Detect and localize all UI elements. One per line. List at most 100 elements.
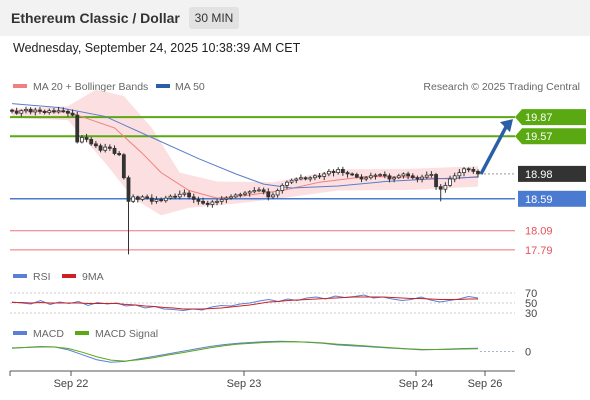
candle-body (308, 177, 313, 180)
ma20-legend-label: MA 20 + Bollinger Bands (33, 81, 148, 93)
macd-signal-legend-label: MACD Signal (95, 328, 158, 340)
forecast-arrow-head (500, 119, 513, 133)
candle-body (149, 197, 154, 202)
x-tick-label: Sep 26 (468, 378, 503, 390)
credit-label: Research © 2025 Trading Central (423, 81, 580, 93)
candle-body (103, 146, 108, 151)
x-axis: Sep 22 Sep 23 Sep 24 Sep 26 (9, 371, 503, 390)
bollinger-band (12, 89, 478, 216)
level-tag-19.87 (515, 109, 586, 126)
candle-body (205, 202, 210, 205)
candle-body (33, 109, 38, 113)
chart-title: Ethereum Classic / Dollar (11, 10, 180, 26)
level-tag-18.98 (518, 165, 586, 182)
candle-body (19, 110, 24, 114)
candle-body (93, 143, 98, 147)
candle-body (471, 169, 476, 172)
candle-body (126, 177, 131, 202)
ma50-legend-label: MA 50 (175, 81, 205, 93)
candle-body (66, 110, 70, 114)
candle-body (168, 195, 173, 199)
candle-body (336, 169, 341, 174)
candle-body (257, 189, 261, 192)
candle-body (219, 199, 224, 202)
candle-body (326, 170, 331, 175)
candle-body (280, 184, 285, 191)
candle-body (252, 190, 257, 193)
candle-body (107, 146, 112, 149)
candle-body (42, 110, 47, 113)
candle-body (443, 184, 448, 190)
candle-body (420, 176, 424, 180)
candle-body (415, 177, 420, 180)
candle-body (61, 110, 66, 113)
candle-body (271, 194, 275, 198)
candle-body (299, 177, 303, 180)
level-label-18.59: 18.59 (525, 194, 553, 206)
candle-body (266, 191, 271, 198)
candle-body (424, 174, 429, 178)
candle-body (261, 189, 266, 193)
candle-body (121, 154, 126, 179)
candle-body (14, 110, 19, 114)
candle-body (285, 181, 289, 186)
candle-body (387, 175, 392, 180)
candle-body (438, 186, 443, 190)
candle-body (10, 109, 14, 112)
candle-body (229, 196, 233, 199)
candle-body (201, 200, 205, 204)
macd-signal-line (11, 341, 479, 362)
candle-body (89, 139, 94, 145)
candle-body (457, 172, 462, 177)
candle-body (80, 137, 84, 143)
candle-body (98, 145, 103, 151)
rsi-ma-legend-swatch (62, 274, 76, 278)
x-tick-label: Sep 22 (54, 378, 89, 390)
candle-body (145, 196, 150, 199)
candle-body (364, 177, 369, 180)
candle-body (373, 174, 378, 177)
candle-body (340, 169, 345, 174)
candle-body (354, 174, 359, 178)
datetime-label: Wednesday, September 24, 2025 10:38:39 A… (13, 41, 301, 55)
candle-body (396, 175, 401, 179)
candle-body (331, 170, 336, 174)
level-label-19.87: 19.87 (525, 112, 553, 124)
header-bar: Ethereum Classic / Dollar 30 MIN (0, 0, 590, 36)
level-label-18.98: 18.98 (525, 169, 553, 181)
level-tag-19.57 (515, 128, 586, 145)
rsi-legend-swatch (13, 274, 27, 278)
timeframe-badge[interactable]: 30 MIN (189, 7, 239, 29)
x-tick-label: Sep 24 (399, 378, 434, 390)
candle-body (434, 174, 438, 188)
rsi-tick-label: 70 (525, 288, 537, 300)
candle-body (215, 200, 219, 203)
macd-tick-label: 0 (525, 347, 531, 359)
candle-body (140, 196, 145, 200)
candle-body (406, 173, 411, 177)
price-panel: 19.87 19.57 18.98 18.59 18.09 17.79 (10, 89, 586, 257)
candle-body (24, 109, 28, 112)
candle-body (448, 178, 452, 186)
level-label-17.79: 17.79 (525, 245, 553, 257)
candle-body (317, 175, 322, 178)
candle-body (233, 194, 238, 198)
forecast-arrow-shaft (479, 124, 509, 175)
candle-body (38, 109, 42, 112)
candle-body (382, 174, 387, 177)
candle-body (154, 199, 159, 202)
candle-body (378, 174, 383, 176)
candle-body (47, 110, 52, 114)
macd-signal-legend-swatch (75, 331, 89, 335)
candle-body (452, 175, 457, 180)
candle-body (462, 168, 466, 174)
candle-body (322, 173, 327, 177)
candle-body (303, 177, 308, 180)
candle-body (476, 170, 480, 175)
candle-body (159, 199, 164, 202)
rsi-ma-legend-label: 9MA (82, 271, 104, 283)
candle-body (224, 197, 229, 200)
candle-body (289, 179, 294, 183)
candle-body (401, 173, 406, 177)
candle-body (359, 176, 364, 180)
